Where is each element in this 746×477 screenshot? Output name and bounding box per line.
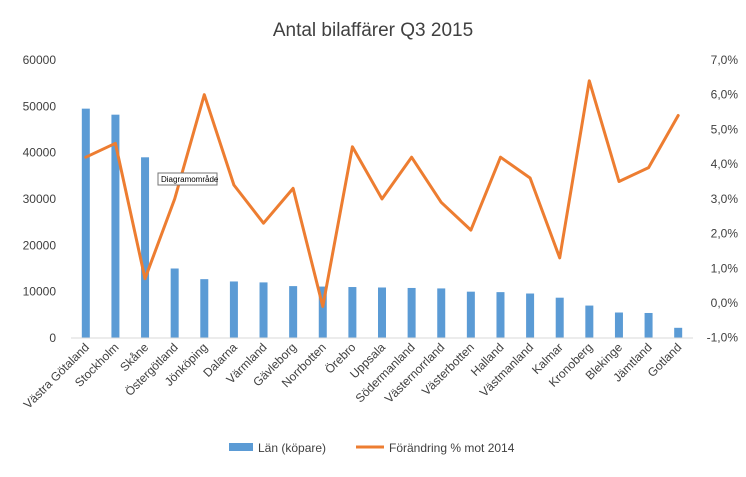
bar-series (81, 108, 683, 339)
bar (555, 297, 564, 338)
bar (229, 281, 238, 338)
left-tick-label: 20000 (23, 238, 57, 252)
left-tick-label: 40000 (23, 146, 57, 160)
left-tick-label: 10000 (23, 285, 57, 299)
right-tick-label: 5,0% (711, 122, 739, 136)
bar (81, 108, 90, 339)
bar (496, 292, 505, 338)
line-series (84, 79, 680, 308)
category-labels: Västra GötalandStockholmSkåneÖstergötlan… (21, 340, 685, 411)
bar (466, 291, 475, 338)
bar (437, 288, 446, 338)
bar (674, 327, 683, 338)
bar (585, 305, 594, 338)
chart-title: Antal bilaffärer Q3 2015 (273, 20, 473, 41)
right-tick-label: 2,0% (711, 227, 739, 241)
bar (318, 286, 327, 338)
bar (259, 282, 268, 338)
bar (526, 293, 535, 338)
line-path (84, 79, 680, 308)
right-tick-label: 6,0% (711, 88, 739, 102)
tooltip-text: Diagramområde (161, 175, 219, 184)
left-tick-label: 30000 (23, 192, 57, 206)
bar (170, 268, 179, 338)
bar (348, 287, 357, 338)
chart-area-tooltip: Diagramområde (157, 172, 219, 186)
right-tick-label: 4,0% (711, 157, 739, 171)
legend-swatch-bar (229, 443, 253, 451)
right-tick-label: -1,0% (707, 331, 739, 345)
left-tick-label: 60000 (23, 53, 57, 67)
right-tick-label: 1,0% (711, 261, 739, 275)
legend: Län (köpare) Förändring % mot 2014 (229, 441, 515, 455)
bar (200, 279, 209, 338)
bar (614, 312, 623, 338)
legend-label-bar: Län (köpare) (258, 441, 326, 455)
left-axis: 0 10000 20000 30000 40000 50000 60000 (23, 53, 57, 345)
right-tick-label: 7,0% (711, 53, 739, 67)
right-tick-label: 0,0% (711, 296, 739, 310)
tooltip-box (157, 172, 218, 186)
bar (378, 287, 386, 338)
bar (141, 157, 150, 338)
left-tick-label: 50000 (23, 99, 57, 113)
right-tick-label: 3,0% (711, 192, 739, 206)
right-axis: -1,0% 0,0% 1,0% 2,0% 3,0% 4,0% 5,0% 6,0% 7,0% (707, 53, 739, 345)
bar (289, 286, 298, 338)
bar (111, 114, 120, 338)
left-tick-label: 0 (49, 331, 56, 345)
legend-label-line: Förändring % mot 2014 (389, 441, 515, 455)
bar (407, 287, 416, 338)
bar (644, 312, 653, 338)
